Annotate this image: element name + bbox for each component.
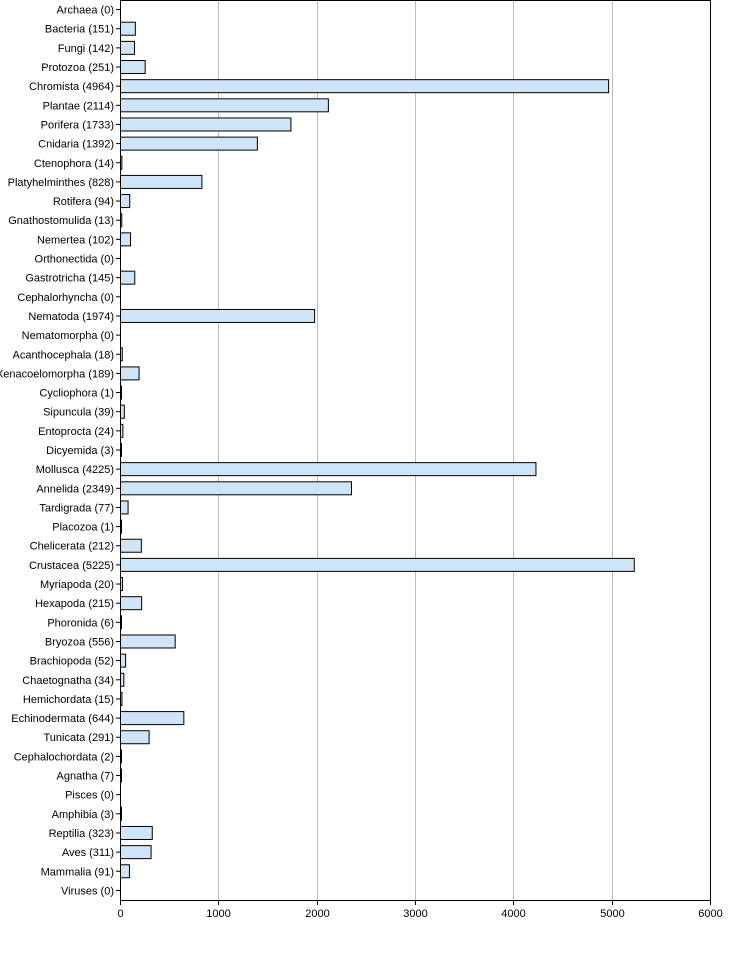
category-label: Crustacea (5225) xyxy=(29,560,114,572)
bar xyxy=(120,270,136,285)
bar xyxy=(120,538,142,553)
x-tick-label: 5000 xyxy=(600,908,624,920)
category-label: Plantae (2114) xyxy=(43,100,114,112)
bar xyxy=(120,845,152,860)
category-label: Chromista (4964) xyxy=(29,81,114,93)
bar xyxy=(120,40,135,55)
category-label: Pisces (0) xyxy=(65,790,114,802)
bar xyxy=(120,672,125,687)
category-label: Gastrotricha (145) xyxy=(25,273,114,285)
bar xyxy=(120,232,132,247)
bar xyxy=(120,864,130,879)
category-label: Porifera (1733) xyxy=(41,119,114,131)
category-label: Archaea (0) xyxy=(57,5,114,17)
category-label: Fungi (142) xyxy=(58,43,114,55)
bar xyxy=(120,500,129,515)
category-label: Reptilia (323) xyxy=(49,828,114,840)
bar xyxy=(120,194,131,209)
bar xyxy=(120,481,352,496)
category-label: Placozoa (1) xyxy=(52,522,114,534)
category-label: Cnidaria (1392) xyxy=(38,139,114,151)
bar xyxy=(120,366,140,381)
category-labels: Archaea (0) Bacteria (151) Fungi (142) Prot… xyxy=(0,5,114,898)
bar xyxy=(120,730,150,745)
category-label: Tardigrada (77) xyxy=(39,502,114,514)
category-label: Nematoda (1974) xyxy=(28,311,114,323)
category-label: Chelicerata (212) xyxy=(30,541,114,553)
category-label: Nemertea (102) xyxy=(37,234,114,246)
grid-lines xyxy=(218,0,711,900)
category-label: Xenacoelomorpha (189) xyxy=(0,368,114,380)
axes: 0 1000 2000 3000 4000 5000 6000 xyxy=(116,0,723,920)
bar xyxy=(120,634,176,649)
bar xyxy=(120,596,143,611)
x-tick-label: 2000 xyxy=(305,908,329,920)
bar xyxy=(120,136,258,151)
category-label: Mollusca (4225) xyxy=(36,464,114,476)
category-label: Sipuncula (39) xyxy=(43,407,114,419)
bar xyxy=(120,404,125,419)
x-tick-label: 3000 xyxy=(403,908,427,920)
category-label: Chaetognatha (34) xyxy=(22,675,114,687)
category-label: Cephalorhyncha (0) xyxy=(17,292,114,304)
bar xyxy=(120,462,537,477)
category-label: Bryozoa (556) xyxy=(45,636,114,648)
bar xyxy=(120,174,203,189)
bars xyxy=(120,21,635,879)
category-label: Cycliophora (1) xyxy=(39,388,114,400)
category-label: Hemichordata (15) xyxy=(23,694,114,706)
x-tick-label: 1000 xyxy=(206,908,230,920)
category-label: Entoprocta (24) xyxy=(38,426,114,438)
category-label: Amphibia (3) xyxy=(52,809,114,821)
bar xyxy=(120,557,635,572)
category-label: Rotifera (94) xyxy=(53,196,114,208)
x-tick-label: 0 xyxy=(117,908,123,920)
bar xyxy=(120,711,185,726)
category-label: Aves (311) xyxy=(62,847,114,859)
bar xyxy=(120,825,153,840)
category-label: Protozoa (251) xyxy=(41,62,114,74)
category-label: Bacteria (151) xyxy=(45,24,114,36)
category-label: Nematomorpha (0) xyxy=(22,330,114,342)
bar xyxy=(120,117,292,132)
bar xyxy=(120,653,127,668)
category-label: Viruses (0) xyxy=(61,885,114,897)
x-tick-label: 6000 xyxy=(698,908,722,920)
category-label: Annelida (2349) xyxy=(36,483,114,495)
category-label: Gnathostomulida (13) xyxy=(8,215,114,227)
category-label: Mammalia (91) xyxy=(41,866,114,878)
x-tick-label: 4000 xyxy=(501,908,525,920)
category-label: Tunicata (291) xyxy=(43,732,114,744)
bar xyxy=(120,308,316,323)
bar xyxy=(120,98,329,113)
category-label: Phoronida (6) xyxy=(47,617,114,629)
category-label: Brachiopoda (52) xyxy=(30,656,114,668)
bar xyxy=(120,60,146,75)
category-label: Acanthocephala (18) xyxy=(12,349,114,361)
bar xyxy=(120,79,610,94)
category-label: Echinodermata (644) xyxy=(11,713,114,725)
category-label: Orthonectida (0) xyxy=(35,254,114,266)
category-label: Ctenophora (14) xyxy=(34,158,114,170)
category-label: Platyhelminthes (828) xyxy=(8,177,114,189)
category-label: Agnatha (7) xyxy=(57,771,114,783)
category-label: Myriapoda (20) xyxy=(40,579,114,591)
category-label: Cephalochordata (2) xyxy=(14,751,114,763)
category-label: Hexapoda (215) xyxy=(35,598,114,610)
category-label: Dicyemida (3) xyxy=(46,445,114,457)
bar xyxy=(120,21,136,36)
